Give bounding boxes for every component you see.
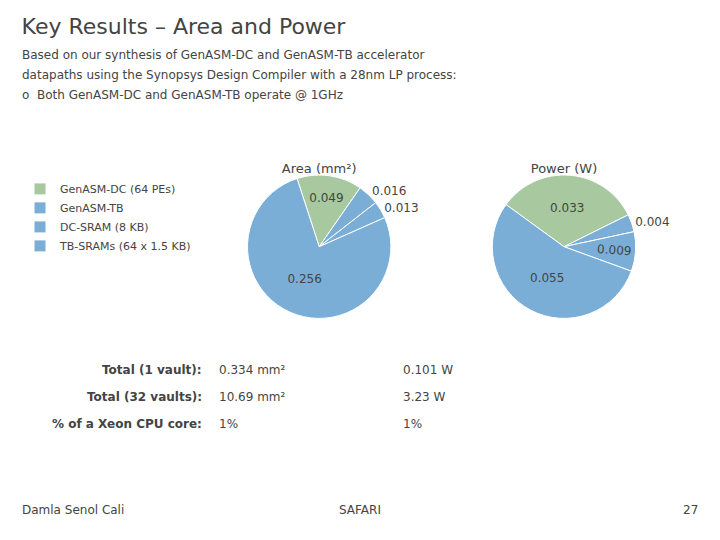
svg-text:0.004: 0.004 (635, 215, 669, 229)
svg-text:27: 27 (683, 503, 698, 517)
svg-text:10.69 mm²: 10.69 mm² (219, 390, 286, 404)
svg-text:SAFARI: SAFARI (339, 503, 381, 517)
svg-text:TB-SRAMs (64 x 1.5 KB): TB-SRAMs (64 x 1.5 KB) (59, 240, 191, 253)
svg-text:0.013: 0.013 (384, 201, 418, 215)
svg-text:Power (W): Power (W) (531, 161, 597, 176)
svg-text:0.334 mm²: 0.334 mm² (219, 363, 286, 377)
svg-text:DC-SRAM (8 KB): DC-SRAM (8 KB) (60, 221, 149, 234)
svg-text:0.016: 0.016 (372, 184, 406, 198)
svg-text:Area (mm²): Area (mm²) (282, 161, 357, 176)
svg-text:0.009: 0.009 (597, 242, 632, 258)
svg-text:Key Results – Area and Power: Key Results – Area and Power (22, 14, 347, 39)
svg-text:Damla Senol Cali: Damla Senol Cali (22, 503, 124, 517)
svg-text:0.055: 0.055 (530, 271, 564, 285)
svg-text:1%: 1% (219, 417, 238, 431)
svg-text:datapaths using the Synopsys D: datapaths using the Synopsys Design Comp… (22, 68, 457, 82)
svg-text:1%: 1% (403, 417, 422, 431)
svg-text:Total (32 vaults):: Total (32 vaults): (87, 390, 202, 404)
svg-text:GenASM-DC (64 PEs): GenASM-DC (64 PEs) (60, 183, 175, 196)
svg-text:% of a Xeon CPU core:: % of a Xeon CPU core: (52, 417, 202, 431)
svg-text:0.033: 0.033 (550, 201, 584, 215)
svg-text:0.049: 0.049 (309, 191, 343, 205)
svg-text:0.256: 0.256 (287, 272, 321, 286)
svg-text:o Both GenASM-DC and GenASM-T: o Both GenASM-DC and GenASM-TB operate @… (22, 88, 343, 102)
svg-text:0.101 W: 0.101 W (403, 363, 453, 377)
svg-text:Based on our synthesis of GenA: Based on our synthesis of GenASM-DC and … (22, 48, 424, 62)
svg-text:3.23 W: 3.23 W (403, 390, 446, 404)
svg-text:GenASM-TB: GenASM-TB (60, 202, 124, 215)
svg-text:Total (1 vault):: Total (1 vault): (102, 363, 202, 377)
